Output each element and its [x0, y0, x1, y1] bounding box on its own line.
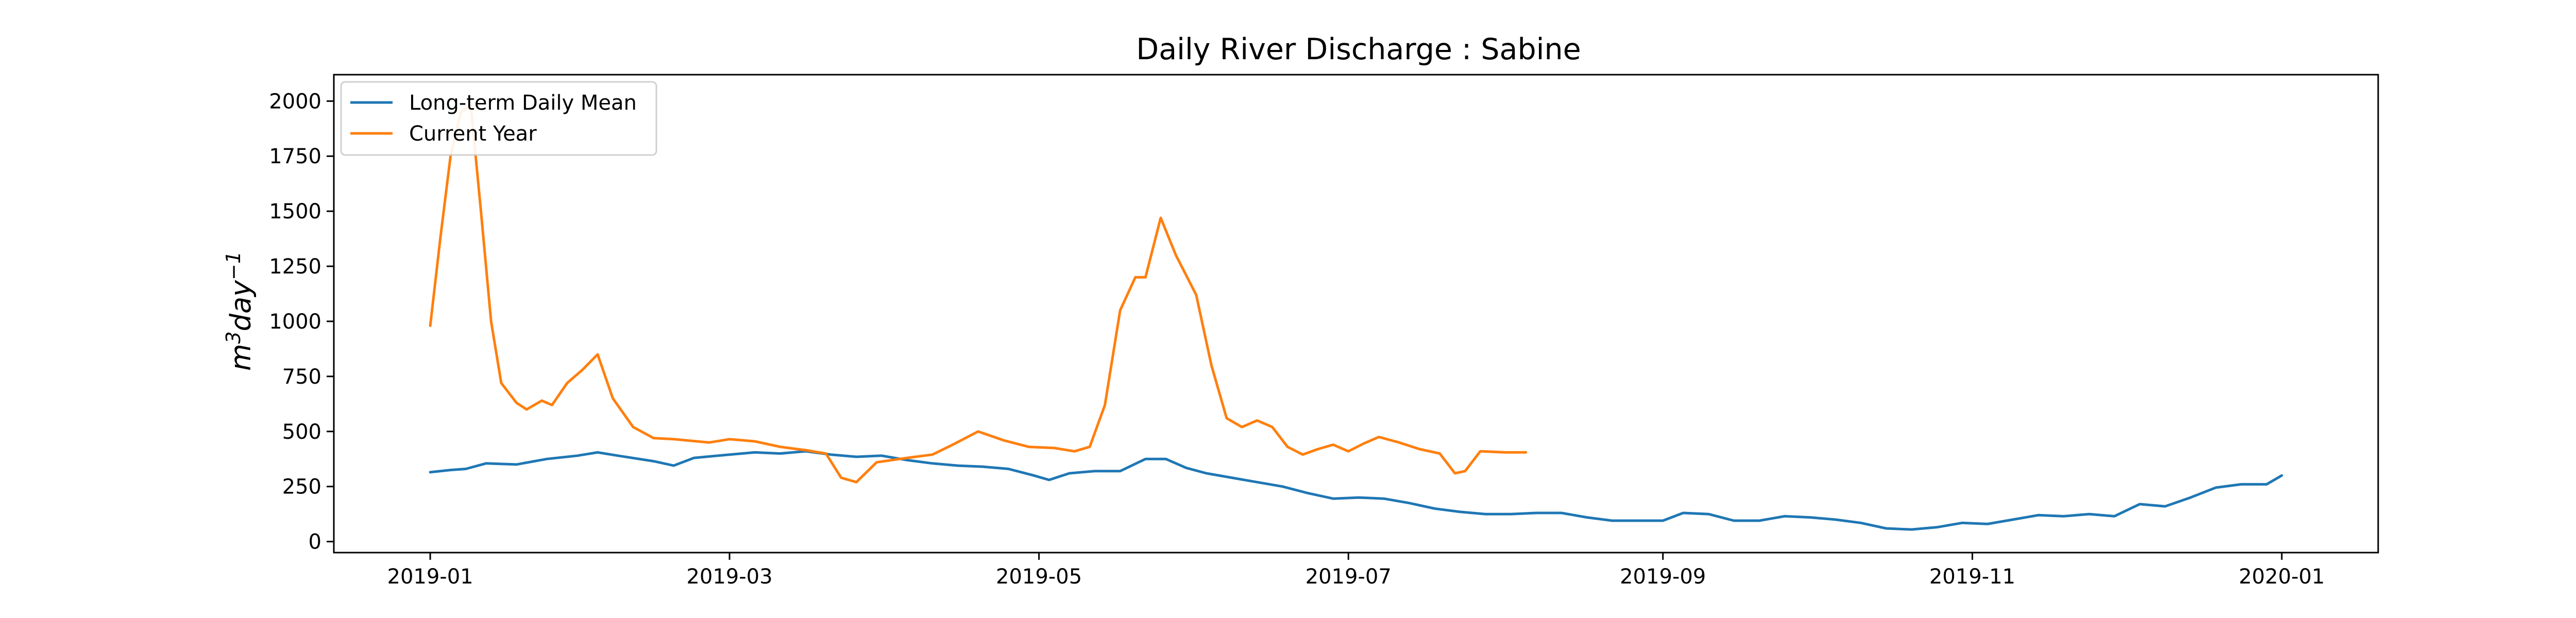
legend: Long-term Daily Mean Current Year	[340, 81, 657, 156]
x-tick-label: 2019-09	[1620, 565, 1706, 589]
y-tick-label: 250	[282, 475, 321, 499]
y-tick-label: 2000	[269, 90, 321, 113]
series-line-current-year	[429, 104, 1528, 484]
y-tick-label: 1000	[269, 310, 321, 334]
y-tick-label: 1250	[269, 255, 321, 279]
x-tick-label: 2019-11	[1929, 565, 2015, 589]
x-axis: 2019-01 2019-03 2019-05 2019-07 2019-09 2019-…	[387, 553, 2325, 589]
y-tick-label: 500	[282, 420, 321, 444]
plot-area	[429, 104, 2283, 531]
legend-label-current-year: Current Year	[409, 122, 537, 146]
x-tick-label: 2019-03	[686, 565, 772, 589]
x-tick-label: 2019-07	[1306, 565, 1392, 589]
y-tick-label: 0	[309, 530, 321, 554]
x-tick-label: 2020-01	[2239, 565, 2325, 589]
legend-label-long-term-daily-mean: Long-term Daily Mean	[409, 91, 637, 115]
y-axis: 0 250 500 750 1000 1250 1500 1750 2000	[269, 90, 334, 554]
legend-box	[340, 81, 657, 156]
x-tick-label: 2019-01	[387, 565, 473, 589]
y-tick-label: 1750	[269, 145, 321, 168]
x-tick-label: 2019-05	[996, 565, 1082, 589]
chart-title: Daily River Discharge : Sabine	[1136, 32, 1581, 66]
series-line-long-term-daily-mean	[429, 450, 2283, 531]
y-tick-label: 750	[282, 365, 321, 389]
plot-frame	[333, 74, 2379, 554]
y-axis-label: m3day−1	[222, 251, 257, 371]
y-tick-label: 1500	[269, 200, 321, 224]
